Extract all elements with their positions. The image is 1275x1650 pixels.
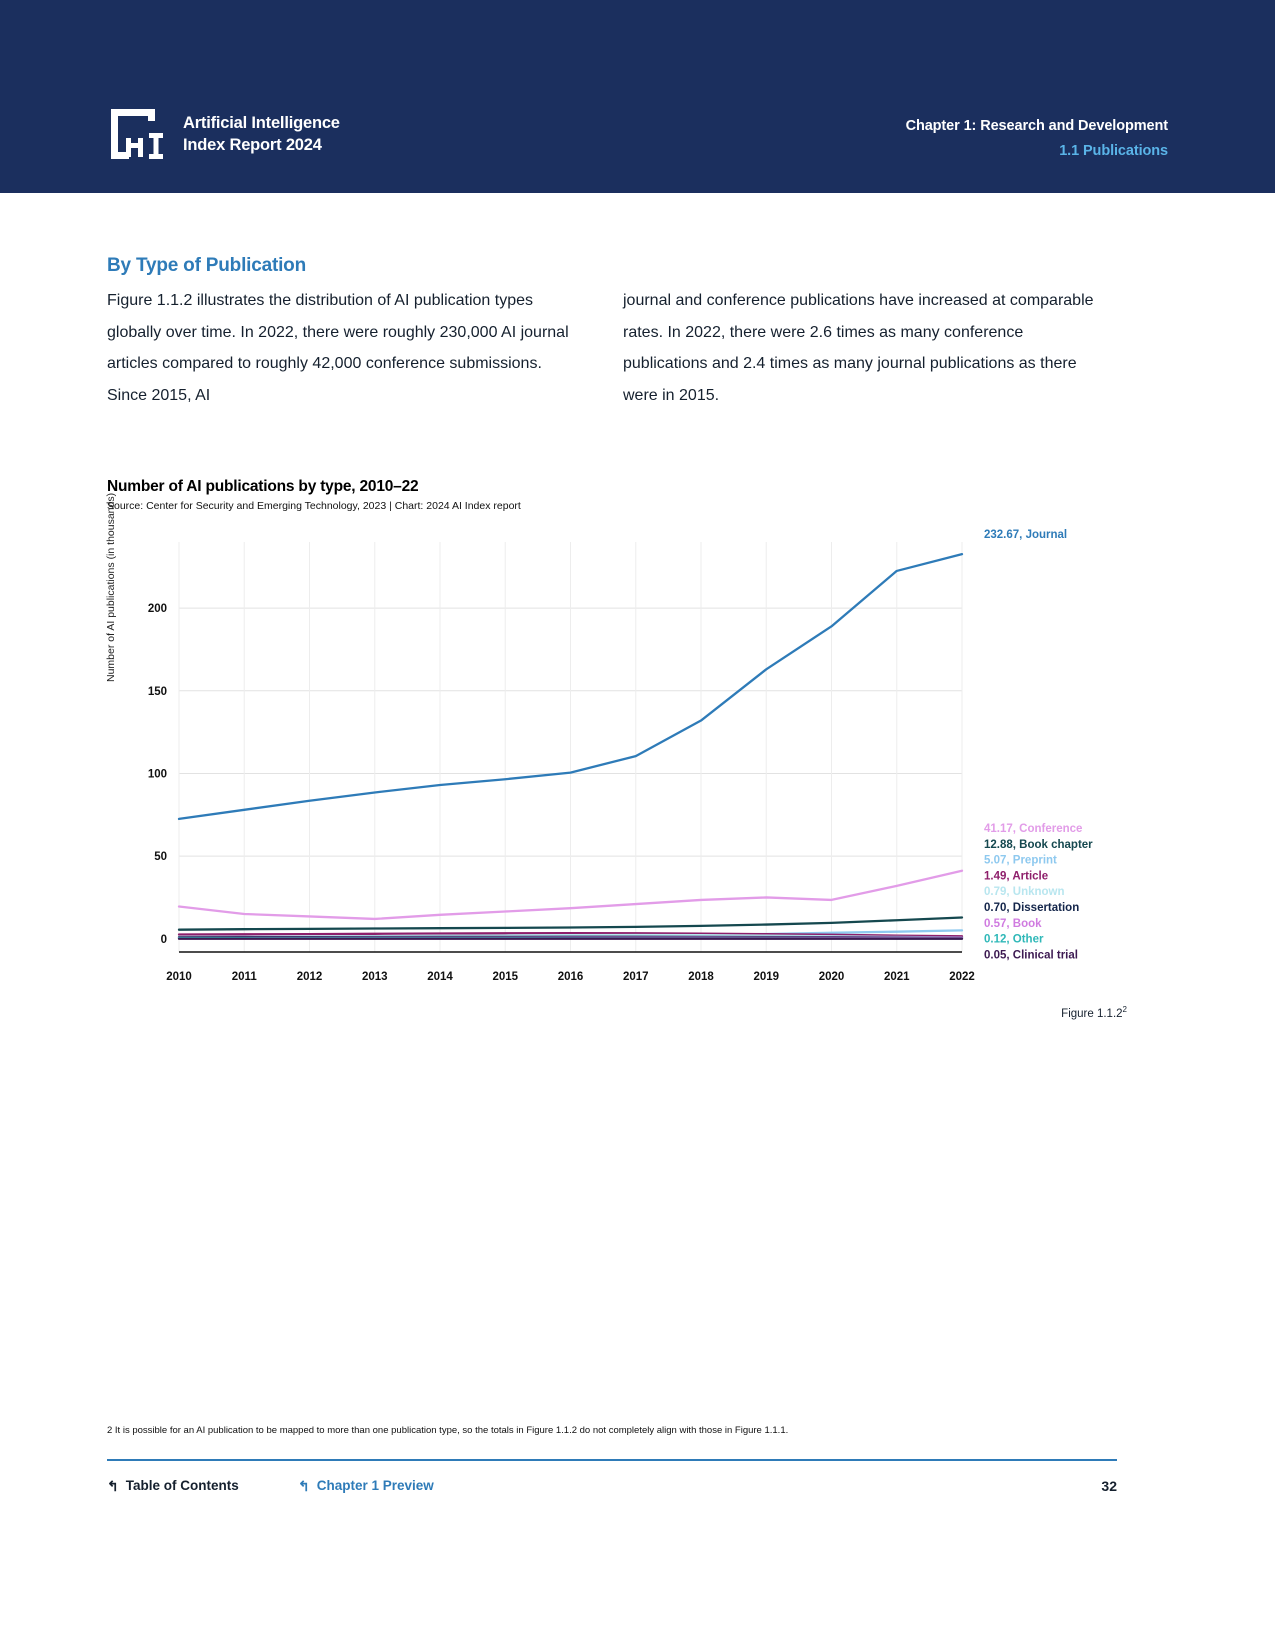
figure-caption-text: Figure 1.1.2 [1061, 1007, 1123, 1020]
svg-text:2013: 2013 [362, 971, 388, 983]
page-number: 32 [1101, 1478, 1117, 1494]
brand-logo-text: Artificial Intelligence Index Report 202… [183, 112, 340, 156]
svg-text:2017: 2017 [623, 971, 649, 983]
svg-text:2010: 2010 [166, 971, 192, 983]
chart-source: Source: Center for Security and Emerging… [107, 500, 521, 512]
svg-text:0.79, Unknown: 0.79, Unknown [984, 886, 1065, 898]
svg-text:2012: 2012 [297, 971, 323, 983]
svg-text:200: 200 [148, 603, 167, 615]
svg-text:41.17, Conference: 41.17, Conference [984, 823, 1082, 835]
footnote: 2 It is possible for an AI publication t… [107, 1425, 789, 1436]
figure-block: Number of AI publications by type, 2010–… [105, 478, 1127, 1020]
brand-line-1: Artificial Intelligence [183, 114, 340, 132]
svg-text:100: 100 [148, 768, 167, 780]
footer-divider [107, 1459, 1117, 1461]
page-header: Artificial Intelligence Index Report 202… [0, 0, 1275, 193]
svg-text:0.12, Other: 0.12, Other [984, 934, 1044, 946]
figure-caption: Figure 1.1.22 [1061, 1005, 1127, 1020]
svg-text:0.57, Book: 0.57, Book [984, 918, 1042, 930]
return-arrow-icon: ↰ [298, 1477, 310, 1494]
body-column-left: Figure 1.1.2 illustrates the distributio… [107, 292, 569, 404]
svg-text:232.67, Journal: 232.67, Journal [984, 529, 1067, 541]
ai-index-logo-icon [107, 105, 165, 163]
page-footer: ↰ Table of Contents ↰ Chapter 1 Preview … [107, 1478, 1117, 1508]
svg-text:2011: 2011 [232, 971, 258, 983]
table-of-contents-link[interactable]: ↰ Table of Contents [107, 1478, 239, 1493]
return-arrow-icon: ↰ [107, 1477, 119, 1494]
chapter-preview-link[interactable]: ↰ Chapter 1 Preview [298, 1478, 434, 1493]
svg-text:2015: 2015 [492, 971, 518, 983]
chapter-title: Chapter 1: Research and Development [905, 118, 1169, 134]
chapter-preview-label: Chapter 1 Preview [316, 1478, 434, 1493]
header-breadcrumb: Chapter 1: Research and Development 1.1 … [905, 118, 1169, 159]
svg-text:12.88, Book chapter: 12.88, Book chapter [984, 839, 1093, 851]
line-chart: 0 50 100 150 200 2010 2011 2012 2013 2014 2015 2016… [148, 529, 1093, 983]
brand-logo: Artificial Intelligence Index Report 202… [107, 105, 340, 163]
page-title: By Type of Publication [107, 255, 306, 276]
chart-plot-area: Number of AI publications (in thousands)… [105, 493, 1117, 1012]
table-of-contents-label: Table of Contents [125, 1478, 239, 1493]
svg-text:2022: 2022 [949, 971, 975, 983]
svg-text:2019: 2019 [753, 971, 779, 983]
body-column-right: journal and conference publications have… [623, 292, 1094, 404]
svg-text:2016: 2016 [558, 971, 584, 983]
svg-text:50: 50 [154, 851, 167, 863]
svg-text:0.05, Clinical trial: 0.05, Clinical trial [984, 949, 1078, 961]
figure-caption-superscript: 2 [1122, 1005, 1127, 1014]
section-title: 1.1 Publications [1059, 143, 1168, 159]
chart-title: Number of AI publications by type, 2010–… [107, 478, 419, 495]
svg-text:2020: 2020 [819, 971, 845, 983]
svg-text:2018: 2018 [688, 971, 714, 983]
svg-text:150: 150 [148, 686, 167, 698]
svg-text:0.70, Dissertation: 0.70, Dissertation [984, 902, 1079, 914]
svg-text:1.49, Article: 1.49, Article [984, 870, 1048, 882]
svg-text:5.07, Preprint: 5.07, Preprint [984, 855, 1057, 867]
brand-line-2: Index Report 2024 [183, 136, 322, 154]
svg-text:2021: 2021 [884, 971, 910, 983]
svg-text:2014: 2014 [427, 971, 453, 983]
svg-text:0: 0 [161, 934, 167, 946]
